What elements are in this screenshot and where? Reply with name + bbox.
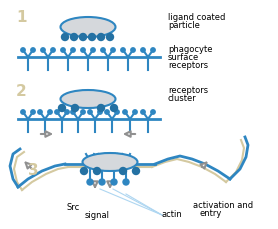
Circle shape xyxy=(131,49,135,53)
Circle shape xyxy=(48,110,52,115)
Circle shape xyxy=(141,110,145,115)
Text: signal: signal xyxy=(85,210,110,219)
Circle shape xyxy=(101,49,105,53)
Circle shape xyxy=(81,168,88,175)
Circle shape xyxy=(106,34,113,41)
Circle shape xyxy=(80,34,86,41)
Text: receptors: receptors xyxy=(168,61,208,70)
Circle shape xyxy=(99,179,105,185)
Ellipse shape xyxy=(61,18,115,38)
Circle shape xyxy=(55,110,59,115)
Circle shape xyxy=(123,179,129,185)
Circle shape xyxy=(105,110,109,115)
Circle shape xyxy=(121,49,125,53)
Circle shape xyxy=(71,105,78,112)
Circle shape xyxy=(81,49,85,53)
Circle shape xyxy=(21,110,25,115)
Circle shape xyxy=(71,49,75,53)
Ellipse shape xyxy=(83,153,138,171)
Circle shape xyxy=(115,110,119,115)
Text: activation and: activation and xyxy=(193,200,253,209)
Circle shape xyxy=(71,110,75,115)
Circle shape xyxy=(93,168,101,175)
Circle shape xyxy=(21,49,25,53)
Circle shape xyxy=(51,49,55,53)
Circle shape xyxy=(111,179,117,185)
Circle shape xyxy=(81,110,85,115)
Circle shape xyxy=(120,168,126,175)
Text: particle: particle xyxy=(168,21,200,30)
Text: cluster: cluster xyxy=(168,94,197,103)
Circle shape xyxy=(87,179,93,185)
Text: Src: Src xyxy=(67,202,80,211)
Circle shape xyxy=(133,168,140,175)
Circle shape xyxy=(91,49,95,53)
Circle shape xyxy=(38,110,42,115)
Text: entry: entry xyxy=(200,208,222,217)
Circle shape xyxy=(88,34,96,41)
Text: 2: 2 xyxy=(16,84,27,98)
Circle shape xyxy=(141,49,145,53)
Circle shape xyxy=(41,49,45,53)
Circle shape xyxy=(31,49,35,53)
Text: surface: surface xyxy=(168,53,199,62)
Ellipse shape xyxy=(61,91,115,109)
Text: 1: 1 xyxy=(16,10,26,25)
Circle shape xyxy=(88,110,92,115)
Circle shape xyxy=(58,105,66,112)
Circle shape xyxy=(98,110,102,115)
Circle shape xyxy=(65,110,69,115)
Text: actin: actin xyxy=(162,209,183,218)
Text: phagocyte: phagocyte xyxy=(168,45,212,54)
Text: 3: 3 xyxy=(28,162,39,177)
Circle shape xyxy=(151,49,155,53)
Circle shape xyxy=(110,105,118,112)
Circle shape xyxy=(71,34,78,41)
Circle shape xyxy=(61,49,65,53)
Circle shape xyxy=(61,34,68,41)
Text: ligand coated: ligand coated xyxy=(168,13,225,22)
Circle shape xyxy=(98,34,105,41)
Text: receptors: receptors xyxy=(168,86,208,95)
Circle shape xyxy=(111,49,115,53)
Circle shape xyxy=(98,105,105,112)
Circle shape xyxy=(151,110,155,115)
Circle shape xyxy=(31,110,35,115)
Circle shape xyxy=(133,110,137,115)
Circle shape xyxy=(123,110,127,115)
